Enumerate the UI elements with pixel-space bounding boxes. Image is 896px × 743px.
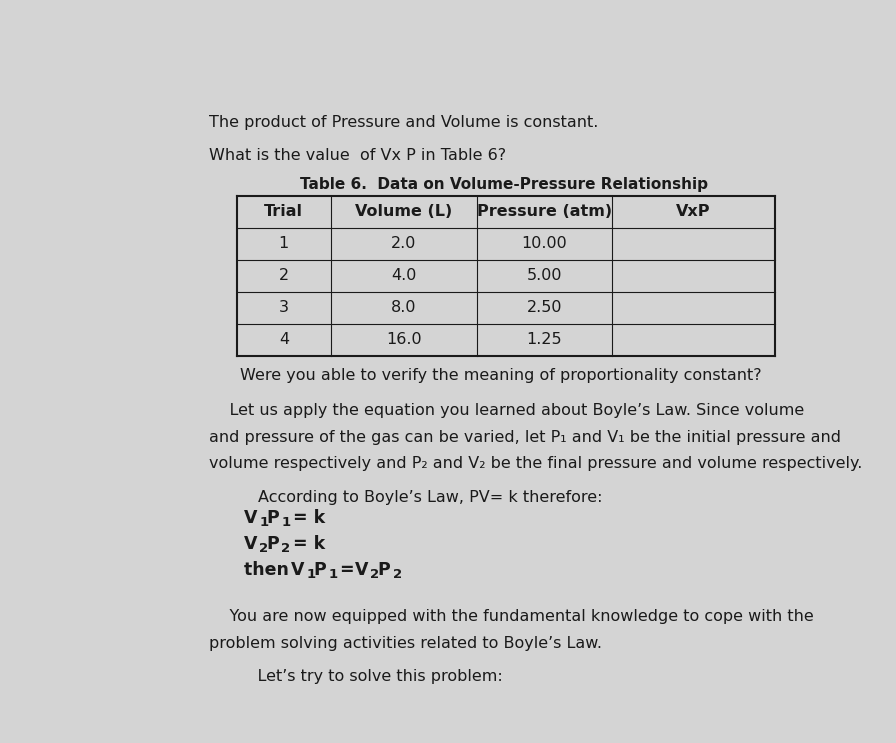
Text: then: then <box>244 561 301 579</box>
Text: Trial: Trial <box>264 204 304 219</box>
Text: 8.0: 8.0 <box>391 300 417 315</box>
Text: Table 6.  Data on Volume-Pressure Relationship: Table 6. Data on Volume-Pressure Relatio… <box>300 177 709 192</box>
Text: P: P <box>266 510 279 528</box>
Text: =: = <box>334 561 361 579</box>
Text: 2: 2 <box>392 568 401 581</box>
Text: V: V <box>355 561 368 579</box>
Text: 2: 2 <box>370 568 379 581</box>
Text: You are now equipped with the fundamental knowledge to cope with the: You are now equipped with the fundamenta… <box>210 609 814 624</box>
Text: 2: 2 <box>279 268 289 283</box>
Text: = k: = k <box>287 535 325 553</box>
Text: 2: 2 <box>281 542 290 555</box>
Text: P: P <box>266 535 279 553</box>
Text: What is the value  of Vx P in Table 6?: What is the value of Vx P in Table 6? <box>210 148 506 163</box>
Text: 1: 1 <box>279 236 289 251</box>
Text: problem solving activities related to Boyle’s Law.: problem solving activities related to Bo… <box>210 636 602 651</box>
Text: 1.25: 1.25 <box>527 332 562 347</box>
Text: 10.00: 10.00 <box>521 236 567 251</box>
Text: Volume (L): Volume (L) <box>355 204 452 219</box>
Text: = k: = k <box>287 510 325 528</box>
Text: V: V <box>244 510 257 528</box>
Text: 1: 1 <box>281 516 290 529</box>
Text: 2: 2 <box>259 542 268 555</box>
Text: 16.0: 16.0 <box>386 332 421 347</box>
Text: P: P <box>314 561 326 579</box>
Text: Were you able to verify the meaning of proportionality constant?: Were you able to verify the meaning of p… <box>240 369 762 383</box>
Text: and pressure of the gas can be varied, let P₁ and V₁ be the initial pressure and: and pressure of the gas can be varied, l… <box>210 429 841 444</box>
Text: 2.50: 2.50 <box>527 300 562 315</box>
Text: V: V <box>244 535 257 553</box>
Text: Pressure (atm): Pressure (atm) <box>477 204 612 219</box>
Text: P: P <box>377 561 390 579</box>
Text: volume respectively and P₂ and V₂ be the final pressure and volume respectively.: volume respectively and P₂ and V₂ be the… <box>210 456 863 472</box>
Text: VxP: VxP <box>676 204 711 219</box>
Text: 3: 3 <box>279 300 289 315</box>
Text: Let us apply the equation you learned about Boyle’s Law. Since volume: Let us apply the equation you learned ab… <box>210 403 805 418</box>
Text: 1: 1 <box>259 516 268 529</box>
Text: Let’s try to solve this problem:: Let’s try to solve this problem: <box>237 669 503 684</box>
Text: 4.0: 4.0 <box>391 268 417 283</box>
Text: 4: 4 <box>279 332 289 347</box>
Text: The product of Pressure and Volume is constant.: The product of Pressure and Volume is co… <box>210 115 599 130</box>
Text: 5.00: 5.00 <box>527 268 562 283</box>
Text: According to Boyle’s Law, PV= k therefore:: According to Boyle’s Law, PV= k therefor… <box>258 490 602 505</box>
Text: V: V <box>291 561 305 579</box>
Text: 1: 1 <box>306 568 315 581</box>
Text: 1: 1 <box>329 568 338 581</box>
Text: 2.0: 2.0 <box>391 236 417 251</box>
